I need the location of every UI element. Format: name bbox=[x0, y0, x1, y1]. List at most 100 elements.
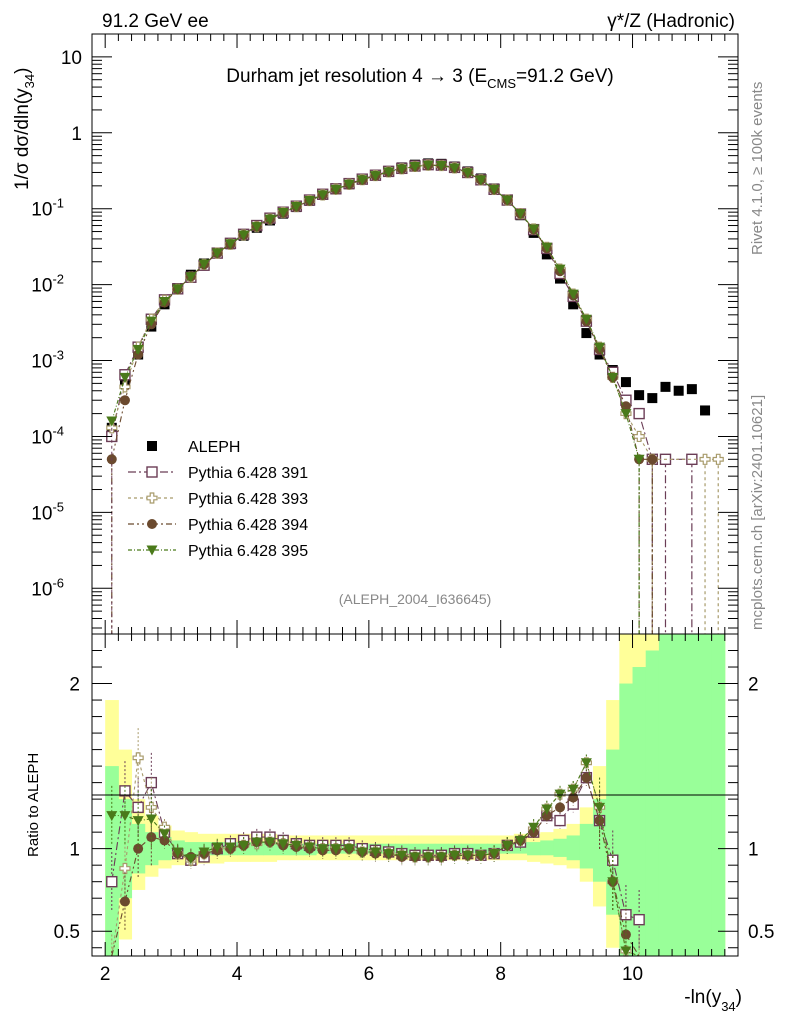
ratio-tick-label-right: 0.5 bbox=[748, 922, 774, 943]
band-green-bin bbox=[619, 683, 634, 956]
data-point bbox=[660, 381, 671, 392]
ratio-point bbox=[449, 850, 461, 861]
ratio-point bbox=[528, 822, 540, 833]
y-tick-label: 10-3 bbox=[31, 348, 64, 373]
data-point bbox=[238, 230, 250, 241]
ratio-point bbox=[462, 850, 474, 861]
data-point bbox=[330, 184, 342, 195]
y-tick-label-base: 10 bbox=[31, 352, 52, 373]
data-point bbox=[620, 377, 631, 388]
data-point bbox=[568, 299, 579, 310]
band-green-bin bbox=[632, 667, 647, 956]
ratio-point bbox=[422, 852, 434, 863]
chart-title-main: Durham jet resolution 4 → 3 (E bbox=[226, 66, 487, 87]
header-right: γ*/Z (Hadronic) bbox=[607, 11, 735, 32]
ratio-point bbox=[555, 802, 566, 813]
y-tick-label: 1 bbox=[71, 124, 82, 145]
x-tick-label: 4 bbox=[232, 964, 243, 985]
ratio-series-3 bbox=[106, 754, 640, 957]
data-point bbox=[396, 164, 408, 175]
data-point bbox=[317, 190, 329, 201]
x-tick-label: 10 bbox=[622, 964, 643, 985]
data-point bbox=[514, 209, 526, 220]
y-tick-label-base: 10 bbox=[61, 48, 82, 69]
y-tick-label: 10-6 bbox=[31, 575, 64, 600]
ratio-point bbox=[106, 811, 118, 822]
ratio-point bbox=[581, 772, 592, 783]
data-point bbox=[594, 342, 606, 353]
y-axis-label-main: 1/σ dσ/dln(y bbox=[12, 88, 33, 190]
data-point bbox=[647, 454, 658, 465]
ratio-point bbox=[580, 758, 592, 769]
band-green-bin bbox=[645, 650, 660, 956]
y-tick-label-exp: -5 bbox=[52, 499, 64, 514]
ratio-point bbox=[304, 842, 316, 853]
data-point bbox=[633, 454, 645, 465]
ratio-point bbox=[119, 862, 131, 875]
chart-title-end: =91.2 GeV) bbox=[516, 66, 614, 87]
data-point bbox=[251, 222, 263, 233]
ratio-tick-label-left: 1 bbox=[69, 840, 80, 861]
data-point bbox=[528, 224, 540, 235]
data-point bbox=[264, 214, 276, 225]
ratio-point bbox=[132, 816, 144, 827]
analysis-label: (ALEPH_2004_I636645) bbox=[339, 591, 492, 607]
data-point bbox=[106, 416, 118, 427]
data-point bbox=[132, 344, 144, 355]
data-point bbox=[541, 249, 552, 260]
ratio-point bbox=[620, 946, 632, 957]
ratio-point bbox=[554, 814, 566, 827]
y-tick-label-base: 1 bbox=[71, 124, 82, 145]
ratio-point bbox=[567, 784, 579, 795]
ratio-point bbox=[146, 832, 157, 843]
y-tick-label-exp: -6 bbox=[52, 575, 64, 590]
ratio-point bbox=[514, 835, 526, 846]
legend-marker bbox=[147, 519, 157, 529]
y-tick-label: 10-5 bbox=[31, 499, 64, 524]
data-point bbox=[501, 195, 513, 206]
ratio-point bbox=[488, 849, 500, 860]
data-point bbox=[607, 372, 619, 383]
series-line bbox=[111, 164, 692, 460]
rivet-label: Rivet 4.1.0, ≥ 100k events bbox=[749, 82, 766, 255]
data-point bbox=[383, 167, 395, 178]
ratio-point bbox=[317, 844, 329, 855]
y-axis-label-end: ) bbox=[12, 68, 33, 74]
main-plot-data bbox=[106, 158, 724, 634]
ratio-tick-label-left: 0.5 bbox=[54, 922, 80, 943]
data-point bbox=[567, 289, 579, 300]
ratio-plot-data bbox=[106, 728, 645, 957]
ratio-point bbox=[409, 852, 421, 863]
data-point bbox=[369, 171, 381, 182]
data-point bbox=[580, 314, 592, 325]
data-point bbox=[673, 385, 684, 396]
ratio-point bbox=[369, 847, 381, 858]
y-axis-label-sub: 34 bbox=[22, 74, 37, 88]
ratio-point bbox=[343, 844, 355, 855]
data-point bbox=[356, 175, 368, 186]
chart-title: Durham jet resolution 4 → 3 (ECMS=91.2 G… bbox=[226, 66, 613, 91]
data-point bbox=[633, 430, 645, 443]
y-tick-label-base: 10 bbox=[31, 200, 52, 221]
data-point bbox=[462, 168, 474, 179]
data-point bbox=[119, 381, 131, 393]
ratio-tick-label-right: 1 bbox=[748, 840, 759, 861]
data-point bbox=[620, 401, 631, 412]
y-tick-label-base: 10 bbox=[31, 503, 52, 524]
y-tick-label: 10-1 bbox=[31, 196, 64, 221]
ratio-point bbox=[594, 815, 605, 826]
legend-label: Pythia 6.428 393 bbox=[188, 491, 308, 508]
y-tick-label: 10 bbox=[61, 48, 82, 69]
band-green-bin bbox=[579, 823, 594, 869]
y-tick-label-exp: -1 bbox=[52, 196, 64, 211]
x-axis-label-sub: 34 bbox=[721, 999, 735, 1014]
data-point bbox=[700, 405, 711, 416]
ratio-line bbox=[111, 757, 640, 957]
band-green-bin bbox=[540, 840, 554, 856]
x-tick-label: 6 bbox=[364, 964, 375, 985]
data-point bbox=[290, 201, 302, 212]
y-tick-label-exp: -2 bbox=[52, 272, 64, 287]
ratio-point bbox=[145, 814, 157, 825]
ratio-point bbox=[277, 839, 289, 850]
